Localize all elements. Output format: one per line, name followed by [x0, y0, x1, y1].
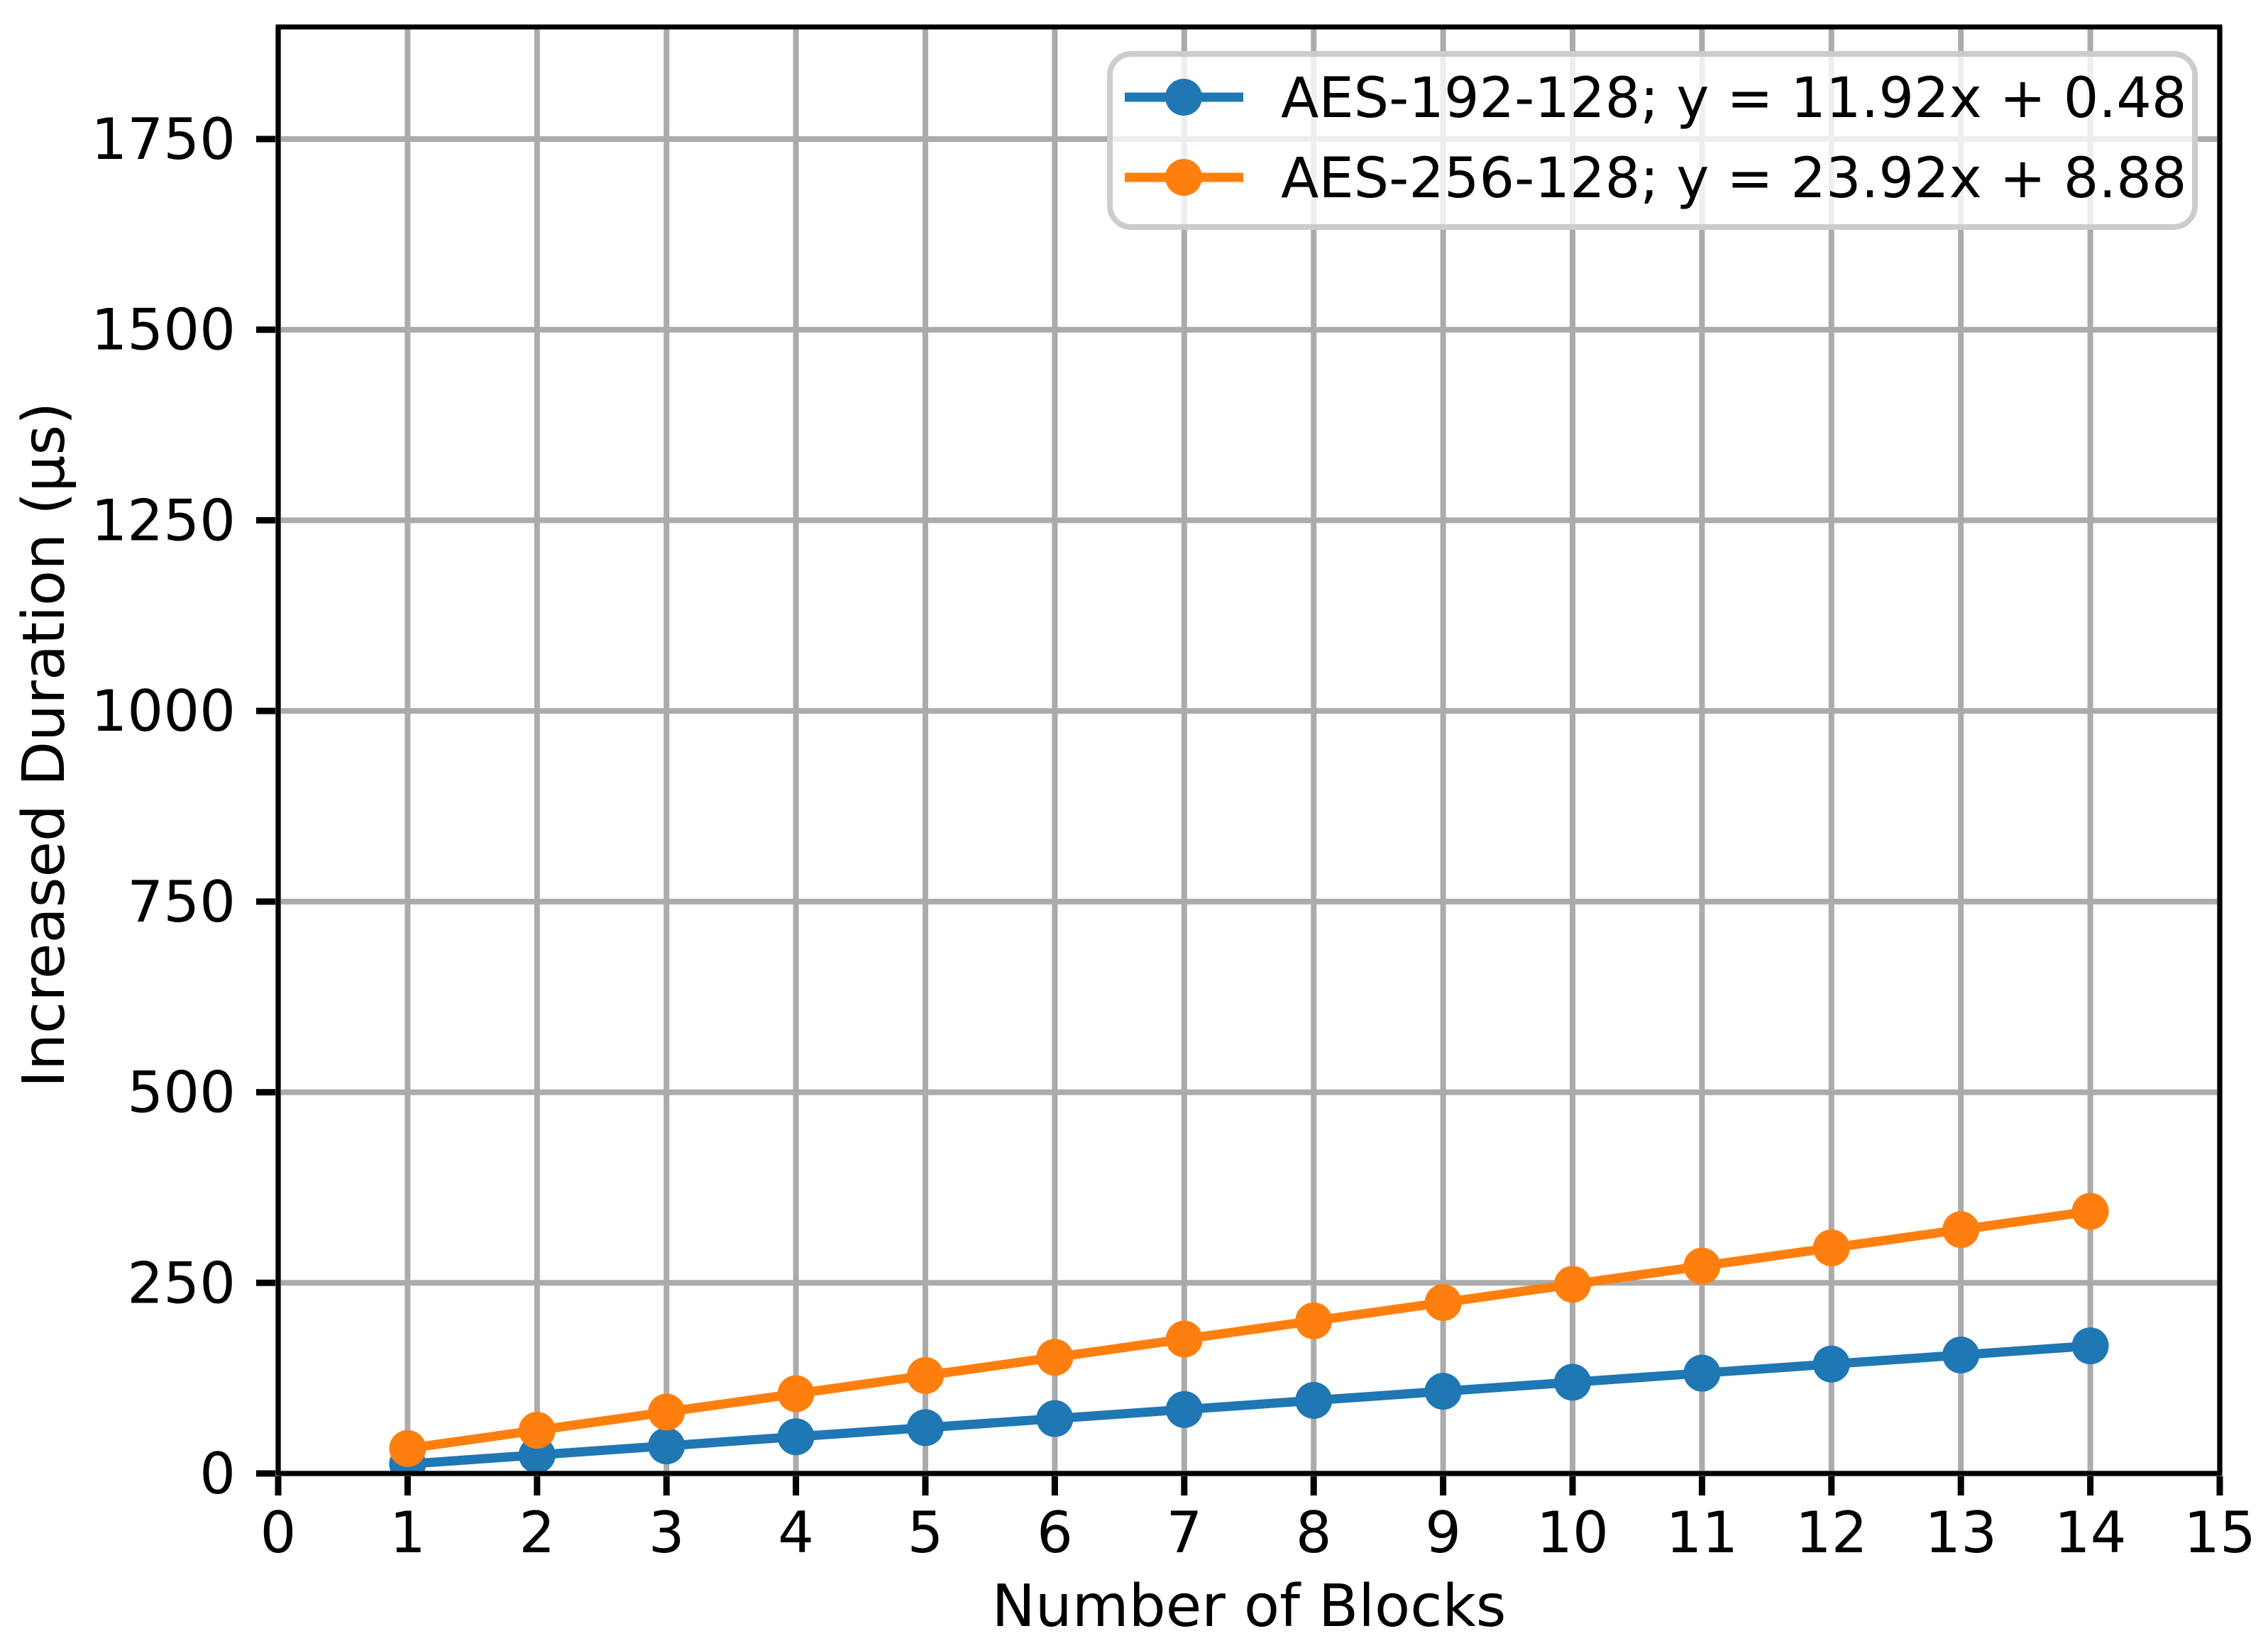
data-point-marker [648, 1393, 686, 1431]
x-tick-label: 7 [1166, 1500, 1202, 1566]
x-tick-label: 4 [778, 1500, 814, 1566]
data-point-marker [907, 1409, 944, 1447]
x-tick-label: 8 [1296, 1500, 1332, 1566]
y-tick-label: 1000 [91, 678, 236, 744]
data-point-marker [1683, 1247, 1721, 1285]
legend-marker-icon [1165, 159, 1202, 196]
data-point-marker [1812, 1345, 1850, 1383]
data-point-marker [2071, 1327, 2109, 1365]
y-tick-label: 0 [199, 1441, 236, 1507]
grid-lines [275, 27, 2223, 1476]
y-axis-label: Increased Duration (μs) [11, 402, 78, 1088]
y-tick-label: 1500 [91, 297, 236, 363]
data-point-marker [777, 1418, 815, 1456]
data-point-marker [1036, 1400, 1074, 1437]
data-point-marker [1165, 1390, 1203, 1428]
y-tick-label: 1250 [91, 487, 236, 553]
x-tick-label: 0 [260, 1500, 297, 1566]
data-series [389, 1193, 2109, 1473]
data-point-marker [1554, 1266, 1591, 1303]
data-point-marker [1554, 1364, 1591, 1401]
data-point-marker [2071, 1193, 2109, 1230]
axis-ticks [256, 136, 2223, 1495]
y-tick-label: 750 [127, 869, 236, 935]
y-tick-label: 1750 [91, 106, 236, 172]
x-tick-label: 9 [1425, 1500, 1461, 1566]
axes-spines [275, 24, 2223, 1476]
x-tick-label: 2 [519, 1500, 555, 1566]
x-axis-label: Number of Blocks [991, 1573, 1506, 1640]
y-tick-label: 500 [127, 1060, 236, 1126]
data-point-marker [1295, 1302, 1333, 1339]
data-point-marker [1683, 1354, 1721, 1392]
data-point-marker [648, 1427, 686, 1465]
data-point-marker [1942, 1211, 1980, 1249]
series-line [402, 1206, 2096, 1454]
x-tick-label: 3 [649, 1500, 685, 1566]
legend-entry-aes-256: AES-256-128; y = 23.92x + 8.88 [1125, 147, 2186, 211]
tick-labels: 0 1 2 3 4 5 6 7 8 9 10 11 12 13 14 15025050075010001250… [91, 106, 2255, 1566]
x-tick-label: 10 [1536, 1500, 1609, 1566]
x-tick-label: 13 [1925, 1500, 1997, 1566]
x-tick-label: 14 [2054, 1500, 2127, 1566]
x-tick-label: 1 [390, 1500, 426, 1566]
legend-entry-aes-192: AES-192-128; y = 11.92x + 0.48 [1125, 67, 2186, 131]
data-point-marker [1036, 1339, 1074, 1376]
legend-label: AES-256-128; y = 23.92x + 8.88 [1281, 147, 2186, 211]
x-tick-label: 11 [1666, 1500, 1739, 1566]
x-tick-label: 12 [1795, 1500, 1868, 1566]
x-tick-label: 6 [1037, 1500, 1073, 1566]
series-line [402, 1341, 2096, 1469]
data-point-marker [1165, 1320, 1203, 1358]
legend-label: AES-192-128; y = 11.92x + 0.48 [1281, 67, 2186, 131]
data-point-marker [518, 1412, 556, 1449]
legend-frame [1107, 51, 2198, 230]
x-tick-label: 5 [908, 1500, 944, 1566]
data-point-marker [389, 1429, 426, 1467]
data-point-marker [1295, 1382, 1333, 1420]
data-point-marker [1942, 1336, 1980, 1373]
data-point-marker [777, 1375, 815, 1412]
legend-marker-icon [1165, 79, 1202, 116]
data-point-marker [907, 1356, 944, 1394]
data-point-marker [1812, 1229, 1850, 1266]
y-tick-label: 250 [127, 1250, 236, 1316]
plot-frame [275, 24, 2223, 1476]
data-point-marker [1424, 1284, 1462, 1322]
x-tick-label: 15 [2184, 1500, 2256, 1566]
data-point-marker [1424, 1373, 1462, 1410]
legend-box: AES-192-128; y = 11.92x + 0.48 AES-256-1… [1107, 51, 2198, 230]
